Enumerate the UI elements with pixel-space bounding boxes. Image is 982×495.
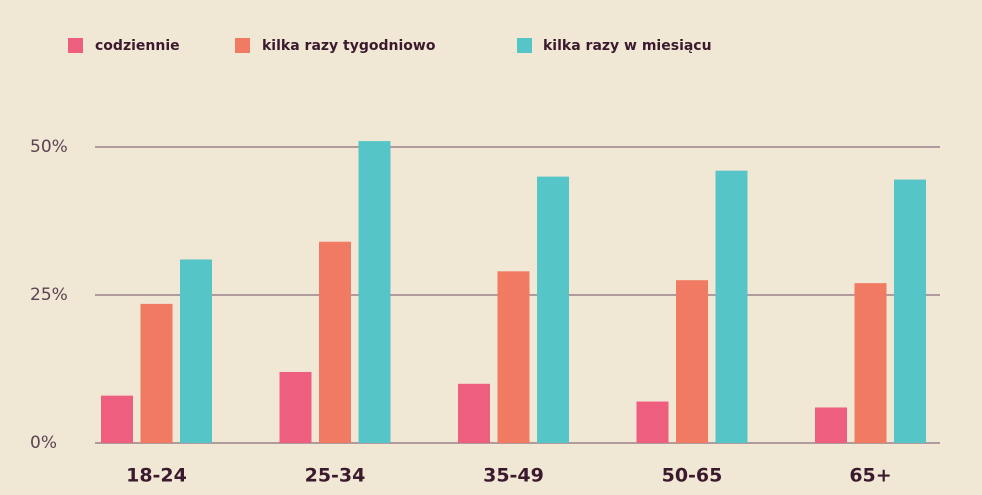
bar [358, 141, 391, 443]
bar [676, 280, 708, 443]
legend-label: kilka razy w miesiącu [543, 38, 712, 54]
bar [715, 170, 748, 443]
legend-swatch [235, 38, 250, 53]
x-tick-label: 25-34 [305, 465, 366, 487]
legend-swatch [68, 38, 83, 53]
bar [140, 303, 173, 443]
y-tick-label: 25% [30, 285, 68, 305]
bar [894, 179, 926, 443]
bar [279, 371, 312, 443]
x-tick-label: 18-24 [126, 465, 187, 487]
x-tick-label: 50-65 [662, 465, 723, 487]
x-tick-label: 65+ [849, 465, 891, 487]
bar [319, 241, 351, 443]
bar [537, 176, 569, 443]
bar [497, 271, 530, 443]
bar [636, 401, 669, 443]
y-tick-label: 0% [30, 433, 57, 453]
legend-label: kilka razy tygodniowo [262, 38, 436, 54]
legend-swatch [517, 38, 532, 53]
bar [815, 407, 847, 443]
x-tick-label: 35-49 [483, 465, 544, 487]
bar [101, 395, 133, 443]
bar [180, 259, 212, 443]
bar [458, 383, 490, 443]
y-tick-label: 50% [30, 137, 68, 157]
bar [854, 283, 887, 443]
legend-label: codziennie [95, 38, 180, 54]
